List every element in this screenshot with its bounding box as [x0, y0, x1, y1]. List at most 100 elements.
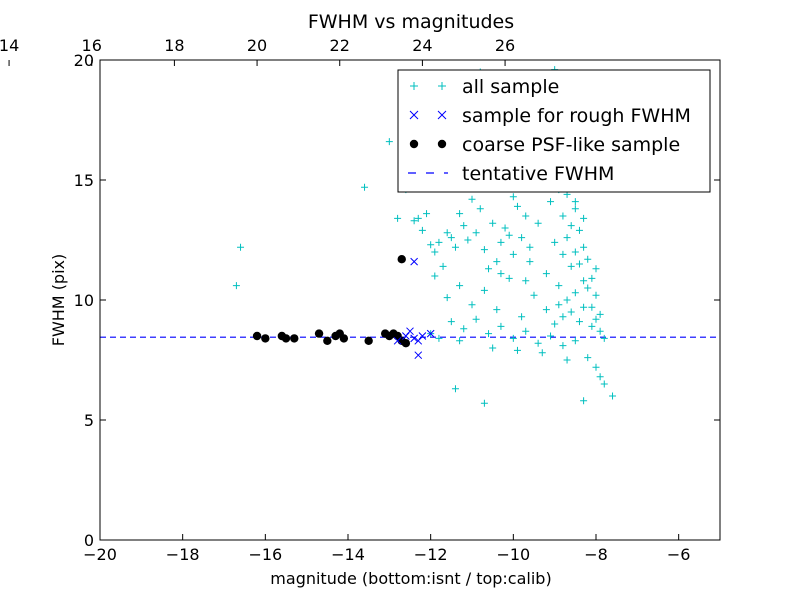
- all-sample-point: [480, 399, 488, 407]
- all-sample-point: [563, 296, 571, 304]
- legend-label: tentative FWHM: [462, 163, 614, 185]
- all-sample-point: [513, 202, 521, 210]
- all-sample-point: [513, 346, 521, 354]
- all-sample-point: [410, 217, 418, 225]
- all-sample-point: [518, 234, 526, 242]
- legend-dot-marker: [437, 139, 447, 149]
- all-sample-point: [361, 183, 369, 191]
- all-sample-point: [580, 397, 588, 405]
- y-tick-label: 10: [74, 291, 94, 310]
- all-sample-point: [468, 301, 476, 309]
- top-tick-label: 20: [247, 36, 267, 55]
- all-sample-point: [522, 277, 530, 285]
- all-sample-point: [480, 246, 488, 254]
- psf-sample-point: [314, 329, 324, 338]
- all-sample-point: [551, 238, 559, 246]
- all-sample-point: [456, 210, 464, 218]
- all-sample-point: [456, 282, 464, 290]
- y-tick-label: 0: [84, 531, 94, 550]
- all-sample-point: [584, 255, 592, 263]
- all-sample-point: [534, 219, 542, 227]
- rough-sample-point: [426, 329, 435, 338]
- all-sample-point: [592, 291, 600, 299]
- all-sample-point: [522, 327, 530, 335]
- all-sample-point: [472, 315, 480, 323]
- all-sample-point: [571, 337, 579, 345]
- legend-x-marker: [437, 110, 447, 120]
- all-sample-point: [567, 308, 575, 316]
- all-sample-point: [596, 373, 604, 381]
- all-sample-point: [555, 301, 563, 309]
- all-sample-point: [232, 282, 240, 290]
- all-sample-point: [431, 272, 439, 280]
- legend-label: coarse PSF-like sample: [462, 134, 680, 156]
- y-tick-label: 15: [74, 171, 94, 190]
- legend-plus-marker: [438, 82, 446, 90]
- all-sample-point: [489, 219, 497, 227]
- psf-sample-point: [323, 336, 332, 345]
- x-tick-label: −8: [584, 545, 608, 564]
- all-sample-point: [435, 334, 443, 342]
- psf-sample-point: [252, 331, 262, 341]
- top-tick-label: 24: [412, 36, 432, 55]
- x-tick-label: −18: [166, 545, 200, 564]
- all-sample-point: [443, 229, 451, 237]
- all-sample-point: [588, 303, 596, 311]
- all-sample-point: [575, 226, 583, 234]
- x-axis-title: magnitude (bottom:isnt / top:calib): [270, 569, 551, 588]
- all-sample-point: [489, 344, 497, 352]
- all-sample-point: [485, 265, 493, 273]
- all-sample-point: [551, 320, 559, 328]
- all-sample-point: [414, 214, 422, 222]
- all-sample-point: [526, 243, 534, 251]
- all-sample-point: [485, 330, 493, 338]
- all-sample-point: [555, 282, 563, 290]
- all-sample-point: [575, 318, 583, 326]
- rough-sample-point: [410, 334, 418, 343]
- all-sample-point: [505, 231, 513, 239]
- top-axis: 14 16 18 20 22 24 26: [0, 36, 515, 66]
- x-tick-label: −14: [331, 545, 365, 564]
- all-sample-point: [538, 349, 546, 357]
- all-sample-point: [588, 322, 596, 330]
- all-sample-point: [571, 205, 579, 213]
- all-sample-point: [542, 306, 550, 314]
- all-sample-point: [439, 262, 447, 270]
- all-sample-point: [571, 198, 579, 206]
- legend-dot-marker: [409, 139, 419, 149]
- left-axis: 0 5 10 15 20: [74, 51, 720, 550]
- top-tick-label: 16: [82, 36, 102, 55]
- bottom-axis: −20 −18 −16 −14 −12 −10 −8 −6: [83, 534, 690, 564]
- all-sample-point: [526, 258, 534, 266]
- rough-sample-point: [410, 257, 418, 266]
- all-sample-point: [443, 294, 451, 302]
- all-sample-point: [451, 385, 459, 393]
- all-sample-point: [468, 195, 476, 203]
- psf-sample-point: [364, 336, 373, 345]
- x-tick-label: −16: [248, 545, 282, 564]
- top-tick-label: 22: [330, 36, 350, 55]
- all-sample-point: [456, 337, 464, 345]
- all-sample-point: [476, 205, 484, 213]
- legend-x-marker: [409, 110, 419, 120]
- psf-sample-point: [401, 339, 411, 348]
- all-sample-point: [447, 234, 455, 242]
- all-sample-point: [567, 222, 575, 230]
- all-sample-point: [592, 315, 600, 323]
- all-sample-point: [460, 222, 468, 230]
- all-sample-point: [563, 234, 571, 242]
- all-sample-point: [588, 274, 596, 282]
- all-sample-point: [464, 236, 472, 244]
- all-sample-point: [237, 243, 245, 251]
- all-sample-point: [509, 334, 517, 342]
- all-sample-point: [509, 193, 517, 201]
- x-tick-label: −10: [496, 545, 530, 564]
- x-tick-label: −20: [83, 545, 117, 564]
- all-sample-point: [518, 313, 526, 321]
- x-tick-label: −6: [667, 545, 691, 564]
- all-sample-point: [431, 248, 439, 256]
- all-sample-point: [451, 243, 459, 251]
- y-tick-label: 5: [84, 411, 94, 430]
- all-sample-point: [427, 241, 435, 249]
